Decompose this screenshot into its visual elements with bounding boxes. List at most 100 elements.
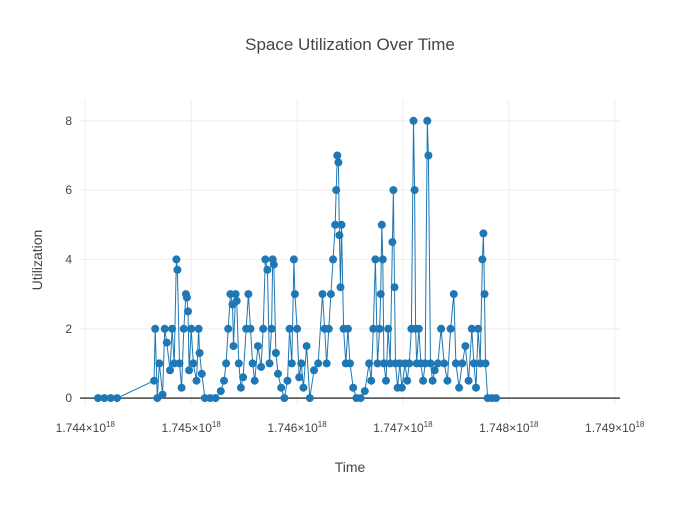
data-point[interactable] <box>177 383 186 392</box>
data-point[interactable] <box>375 324 384 333</box>
data-point[interactable] <box>234 359 243 368</box>
data-point[interactable] <box>277 383 286 392</box>
data-point[interactable] <box>194 324 203 333</box>
data-point[interactable] <box>378 255 387 264</box>
data-point[interactable] <box>369 324 378 333</box>
data-point[interactable] <box>113 394 122 403</box>
data-point[interactable] <box>367 376 376 385</box>
data-point[interactable] <box>384 324 393 333</box>
data-point[interactable] <box>360 387 369 396</box>
data-point[interactable] <box>287 359 296 368</box>
data-point[interactable] <box>295 373 304 382</box>
data-point[interactable] <box>224 324 233 333</box>
data-point[interactable] <box>259 324 268 333</box>
data-point[interactable] <box>389 186 398 195</box>
data-point[interactable] <box>246 324 255 333</box>
data-point[interactable] <box>478 255 487 264</box>
data-point[interactable] <box>451 359 460 368</box>
data-point[interactable] <box>229 342 238 351</box>
data-point[interactable] <box>349 383 358 392</box>
data-point[interactable] <box>371 255 380 264</box>
data-point[interactable] <box>250 376 259 385</box>
data-point[interactable] <box>373 359 382 368</box>
data-point[interactable] <box>390 283 399 292</box>
data-point[interactable] <box>232 297 241 305</box>
data-point[interactable] <box>236 383 245 392</box>
data-point[interactable] <box>160 324 169 333</box>
data-point[interactable] <box>248 359 257 368</box>
data-point[interactable] <box>158 390 167 399</box>
data-point[interactable] <box>265 359 274 368</box>
data-point[interactable] <box>172 255 181 264</box>
data-point[interactable] <box>151 324 160 333</box>
data-point[interactable] <box>437 324 446 333</box>
data-point[interactable] <box>290 290 299 299</box>
data-point[interactable] <box>397 383 406 392</box>
data-point[interactable] <box>285 324 294 333</box>
data-point[interactable] <box>419 376 428 385</box>
data-point[interactable] <box>187 324 196 333</box>
data-point[interactable] <box>299 383 308 392</box>
data-point[interactable] <box>179 324 188 333</box>
data-point[interactable] <box>189 359 198 368</box>
data-point[interactable] <box>175 359 184 368</box>
data-point[interactable] <box>403 376 412 385</box>
data-point[interactable] <box>335 231 344 240</box>
data-point[interactable] <box>472 383 480 392</box>
data-point[interactable] <box>305 394 314 403</box>
data-point[interactable] <box>297 359 306 368</box>
data-point[interactable] <box>382 376 390 385</box>
data-point[interactable] <box>231 290 240 299</box>
data-point[interactable] <box>182 293 191 302</box>
data-point[interactable] <box>310 366 318 375</box>
data-point[interactable] <box>324 324 333 333</box>
data-point[interactable] <box>150 376 159 385</box>
data-point[interactable] <box>166 366 174 375</box>
data-point[interactable] <box>474 324 483 333</box>
data-point[interactable] <box>414 324 423 333</box>
data-point[interactable] <box>257 362 266 371</box>
data-point[interactable] <box>173 265 182 274</box>
data-point[interactable] <box>283 376 292 385</box>
data-point[interactable] <box>222 359 231 368</box>
data-point[interactable] <box>263 265 272 274</box>
data-point[interactable] <box>405 359 414 368</box>
data-point[interactable] <box>195 349 204 357</box>
data-point[interactable] <box>410 186 419 195</box>
data-point[interactable] <box>376 290 385 299</box>
data-point[interactable] <box>162 338 171 347</box>
data-point[interactable] <box>446 324 455 333</box>
data-point[interactable] <box>94 394 102 403</box>
data-point[interactable] <box>239 373 248 382</box>
data-point[interactable] <box>220 376 228 385</box>
data-point[interactable] <box>269 260 278 269</box>
data-point[interactable] <box>458 359 467 368</box>
data-point[interactable] <box>426 359 435 368</box>
data-point[interactable] <box>211 394 220 403</box>
data-point[interactable] <box>409 116 418 125</box>
data-point[interactable] <box>106 394 115 403</box>
data-point[interactable] <box>322 359 331 368</box>
data-point[interactable] <box>428 376 437 385</box>
data-point[interactable] <box>100 394 109 403</box>
data-point[interactable] <box>337 220 346 229</box>
data-point[interactable] <box>388 238 397 247</box>
data-point[interactable] <box>430 366 439 375</box>
data-point[interactable] <box>379 359 388 368</box>
data-point[interactable] <box>440 359 449 368</box>
data-point[interactable] <box>334 158 343 167</box>
data-point[interactable] <box>365 359 374 368</box>
data-point[interactable] <box>332 186 341 195</box>
data-point[interactable] <box>253 342 262 351</box>
data-point[interactable] <box>423 116 432 125</box>
data-point[interactable] <box>443 376 452 385</box>
data-point[interactable] <box>274 369 282 378</box>
data-point[interactable] <box>244 290 253 299</box>
data-point[interactable] <box>480 290 489 299</box>
data-point[interactable] <box>197 369 206 378</box>
data-point[interactable] <box>346 359 354 368</box>
data-point[interactable] <box>336 283 345 292</box>
data-point[interactable] <box>302 342 311 351</box>
data-point[interactable] <box>331 220 340 229</box>
data-point[interactable] <box>184 307 192 316</box>
